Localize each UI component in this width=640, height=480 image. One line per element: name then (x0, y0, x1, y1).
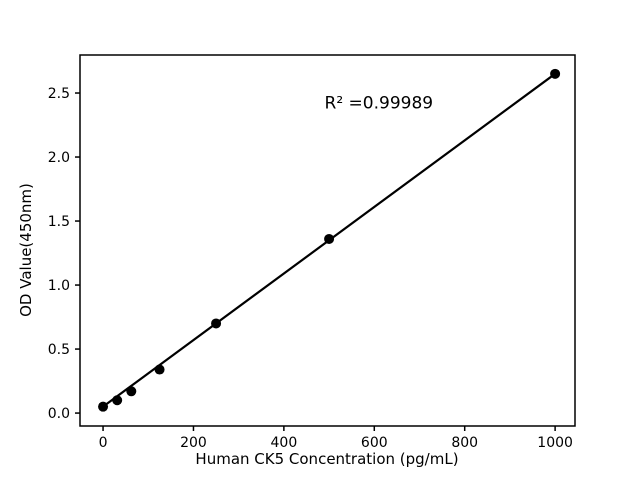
x-tick-label: 400 (271, 435, 298, 451)
y-tick-label: 2.5 (48, 86, 70, 102)
data-point (98, 401, 109, 412)
y-axis-label: OD Value(450nm) (17, 183, 35, 317)
y-tick-label: 2.0 (48, 150, 70, 166)
x-tick-label: 1000 (537, 435, 573, 451)
data-point (126, 386, 137, 397)
y-tick-label: 1.5 (48, 214, 70, 230)
plot-area: 0 200 400 600 800 1000 0.0 0.5 1.0 1.5 2.0 2.5 (48, 54, 576, 451)
data-point (550, 68, 561, 79)
x-axis-label: Human CK5 Concentration (pg/mL) (195, 450, 458, 468)
y-tick-label: 0.5 (48, 342, 70, 358)
data-point (211, 318, 222, 329)
plot-border (79, 54, 576, 427)
data-point (154, 364, 165, 375)
x-tick-label: 200 (180, 435, 207, 451)
y-tick-label: 0.0 (48, 406, 70, 422)
x-tick-label: 800 (451, 435, 478, 451)
y-tick-label: 1.0 (48, 278, 70, 294)
r-squared-annotation: R² =0.99989 (325, 93, 434, 113)
data-point (112, 395, 123, 406)
x-tick-label: 600 (361, 435, 388, 451)
x-tick-label: 0 (99, 435, 108, 451)
data-point (324, 233, 335, 244)
